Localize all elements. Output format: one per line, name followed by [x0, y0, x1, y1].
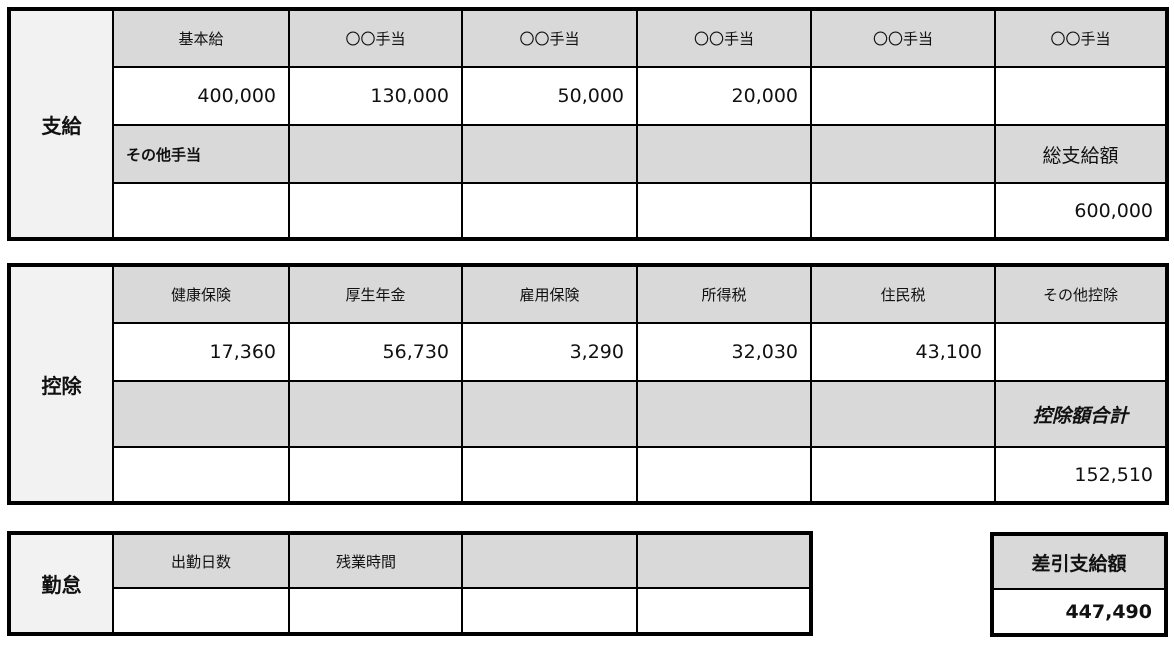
value-cell [461, 182, 638, 240]
header-cell: 出勤日数 [112, 532, 290, 589]
header-cell: 住民税 [810, 264, 996, 324]
value-cell: 400,000 [112, 66, 290, 126]
total-deduction-header: 控除額合計 [994, 380, 1168, 448]
payment-label: 支給 [8, 8, 114, 240]
header-cell [636, 532, 812, 589]
header-cell [288, 124, 463, 184]
header-cell [461, 380, 638, 448]
deduction-label: 控除 [8, 264, 114, 504]
value-cell: 17,360 [112, 322, 290, 382]
total-payment-value: 600,000 [994, 182, 1168, 240]
value-cell [461, 587, 638, 635]
header-cell: その他控除 [994, 264, 1168, 324]
value-cell [636, 182, 812, 240]
other-allowance-header: その他手当 [112, 124, 290, 184]
value-cell [288, 182, 463, 240]
value-cell [994, 322, 1168, 382]
header-cell [636, 380, 812, 448]
header-cell: 雇用保険 [461, 264, 638, 324]
value-cell [288, 446, 463, 504]
value-cell [636, 587, 812, 635]
value-cell [288, 587, 463, 635]
attendance-label: 勤怠 [8, 532, 114, 635]
header-cell [112, 380, 290, 448]
value-cell: 20,000 [636, 66, 812, 126]
header-cell: 厚生年金 [288, 264, 463, 324]
deduction-table: 控除 健康保険 厚生年金 雇用保険 所得税 住民税 その他控除 17,360 5… [7, 263, 1169, 505]
value-cell [810, 66, 996, 126]
value-cell: 43,100 [810, 322, 996, 382]
total-payment-header: 総支給額 [994, 124, 1168, 184]
value-cell [810, 182, 996, 240]
header-cell [636, 124, 812, 184]
value-cell [636, 446, 812, 504]
value-cell [112, 446, 290, 504]
value-cell [112, 182, 290, 240]
value-cell [112, 587, 290, 635]
net-pay-header: 差引支給額 [991, 533, 1167, 590]
value-cell [994, 66, 1168, 126]
header-cell [461, 124, 638, 184]
payment-table: 支給 基本給 〇〇手当 〇〇手当 〇〇手当 〇〇手当 〇〇手当 400,000 … [7, 7, 1169, 241]
attendance-table: 勤怠 出勤日数 残業時間 [7, 531, 813, 636]
header-cell: 〇〇手当 [288, 8, 463, 68]
value-cell: 56,730 [288, 322, 463, 382]
header-cell: 基本給 [112, 8, 290, 68]
header-cell [810, 380, 996, 448]
net-pay-value: 447,490 [991, 588, 1167, 636]
header-cell: 〇〇手当 [461, 8, 638, 68]
value-cell: 32,030 [636, 322, 812, 382]
value-cell: 50,000 [461, 66, 638, 126]
total-deduction-value: 152,510 [994, 446, 1168, 504]
header-cell [461, 532, 638, 589]
net-pay-box: 差引支給額 447,490 [990, 532, 1168, 637]
value-cell: 130,000 [288, 66, 463, 126]
header-cell: 残業時間 [288, 532, 463, 589]
header-cell: 〇〇手当 [636, 8, 812, 68]
header-cell: 健康保険 [112, 264, 290, 324]
header-cell: 〇〇手当 [810, 8, 996, 68]
header-cell [288, 380, 463, 448]
header-cell: 所得税 [636, 264, 812, 324]
value-cell [461, 446, 638, 504]
header-cell [810, 124, 996, 184]
value-cell: 3,290 [461, 322, 638, 382]
value-cell [810, 446, 996, 504]
header-cell: 〇〇手当 [994, 8, 1168, 68]
